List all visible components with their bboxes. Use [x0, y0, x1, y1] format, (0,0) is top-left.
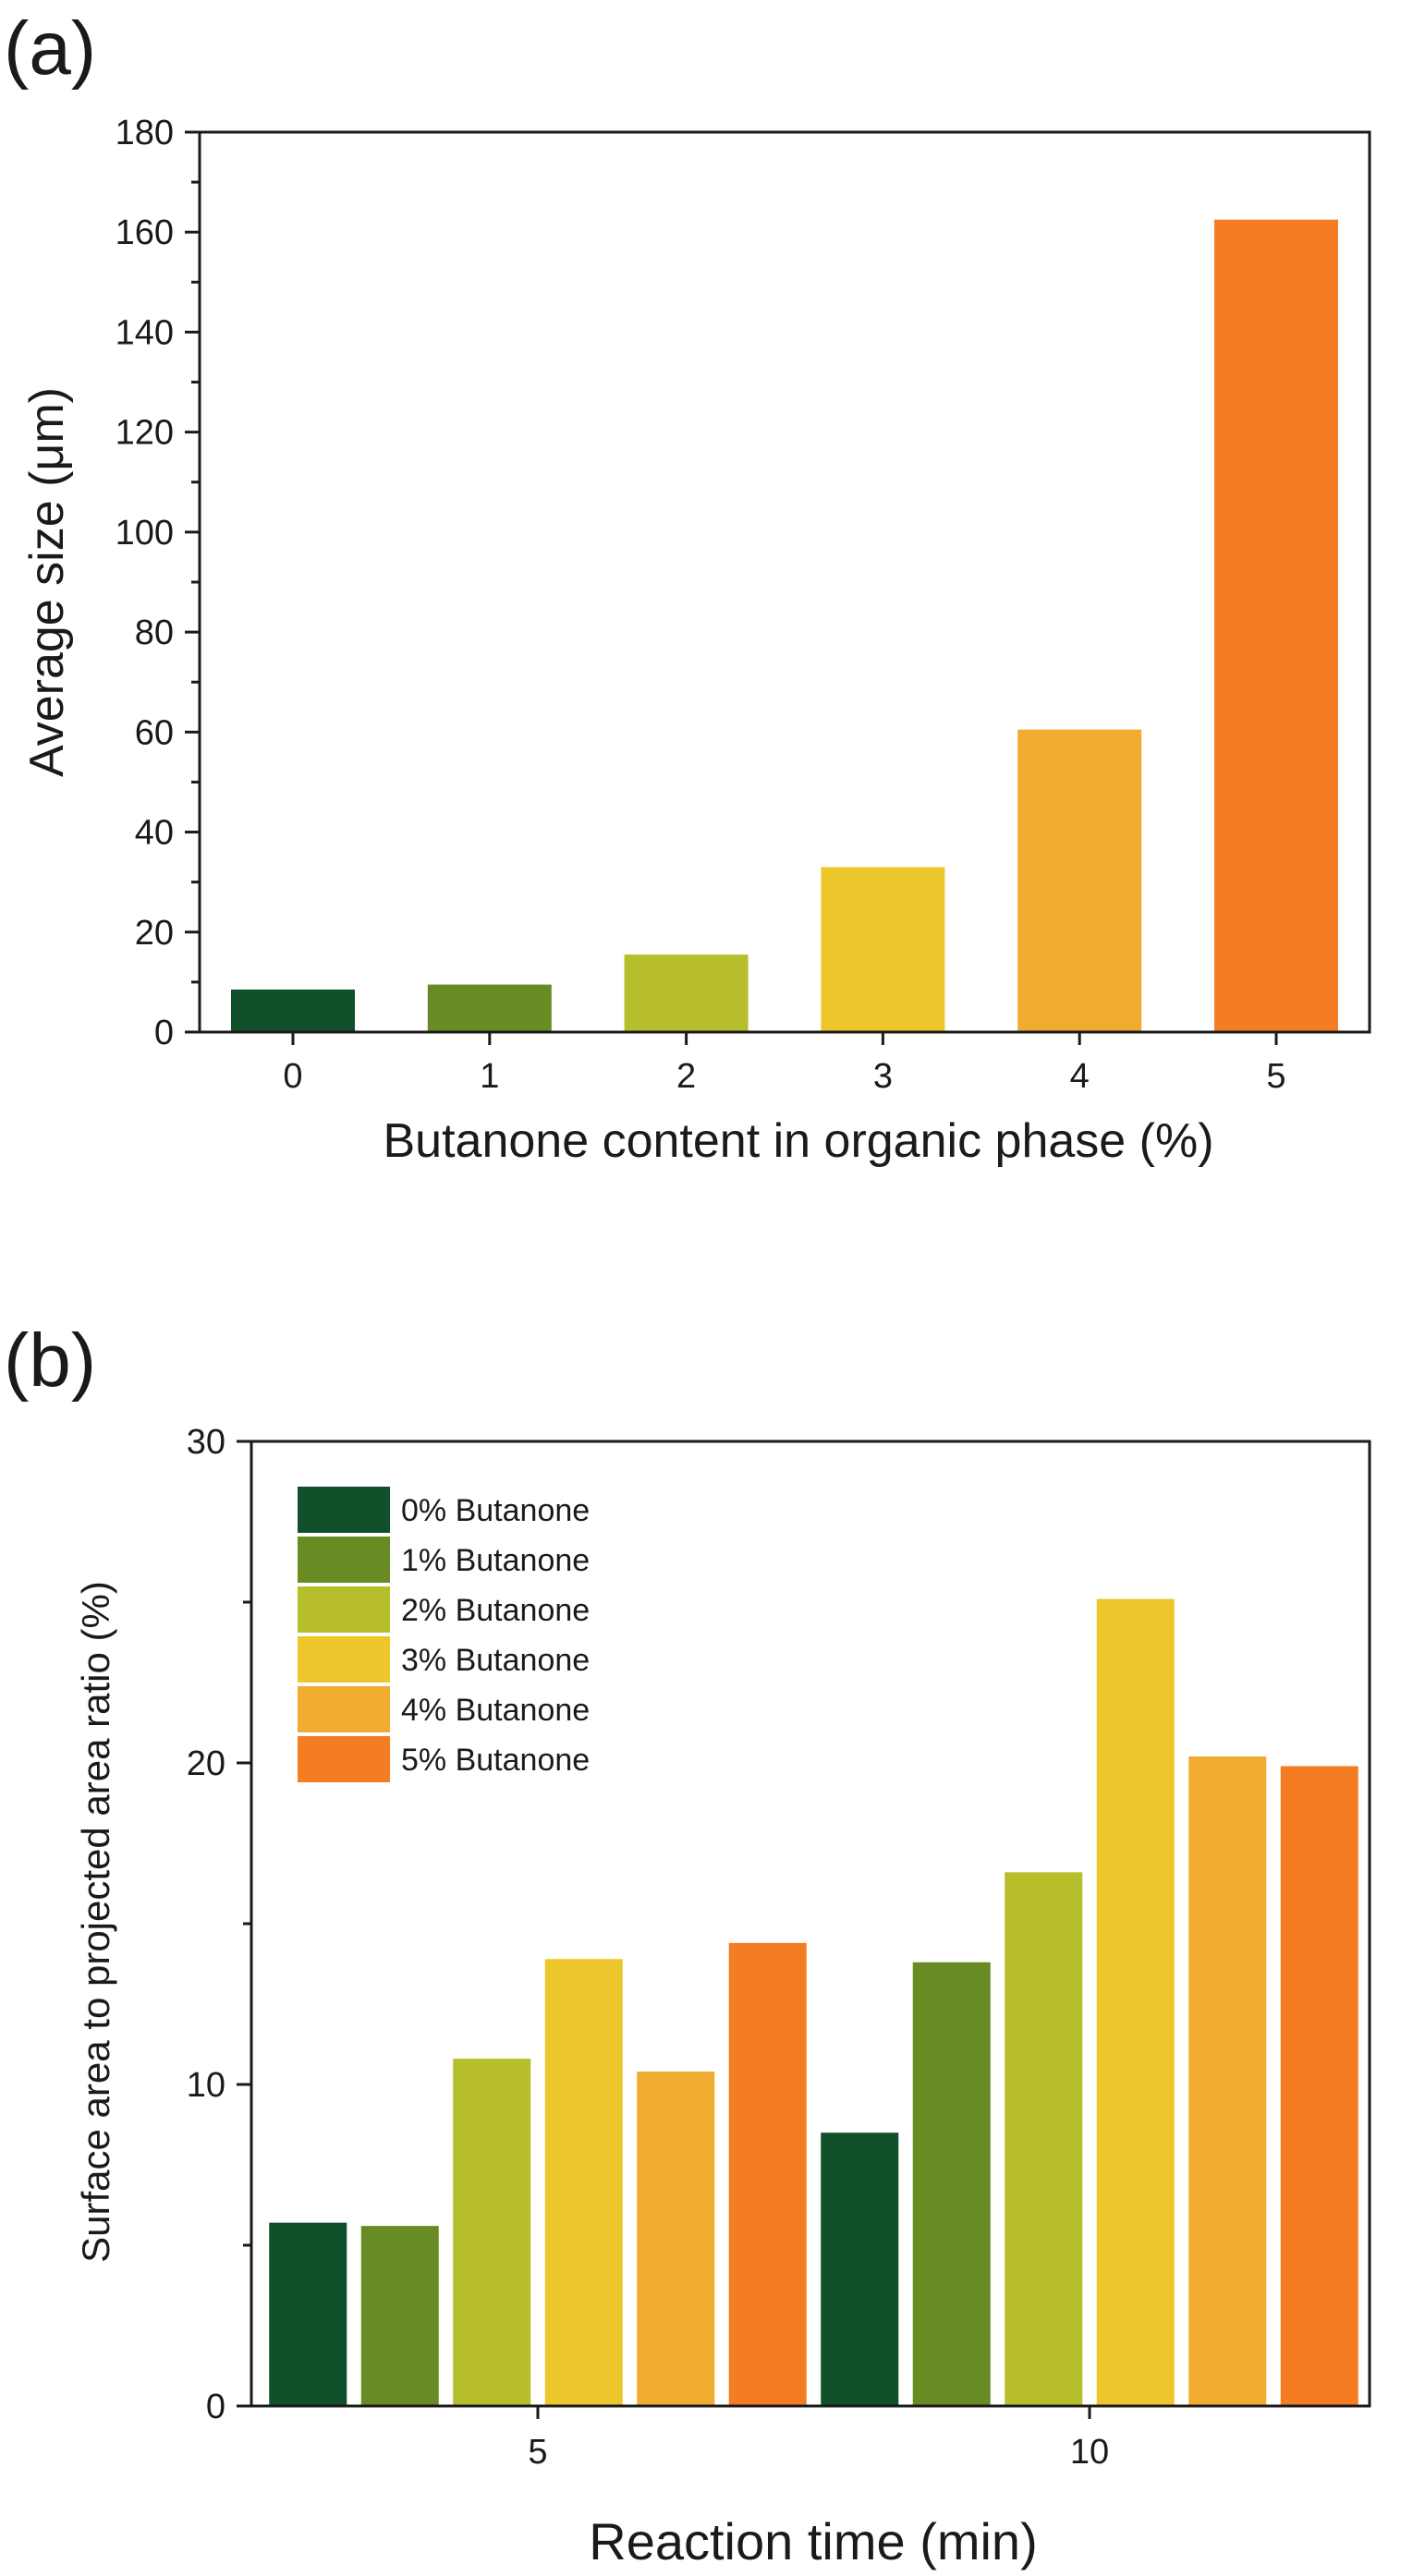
panel-b-legend: 0% Butanone 1% Butanone 2% Butanone 3% Buta… — [298, 1487, 590, 1782]
panel-a-chart: (a) 0 20 40 60 80 100 120 140 160 180 0 1 2 3 4 5 Aver… — [4, 6, 1371, 1168]
legend-label-0: 0% Butanone — [401, 1493, 590, 1528]
bar-b-5-2 — [453, 2059, 531, 2406]
legend-swatch-5 — [298, 1736, 390, 1782]
y-tick-label-a-180: 180 — [116, 114, 174, 152]
bar-a-4 — [1017, 729, 1142, 1032]
panel-a-bars — [231, 219, 1338, 1032]
bar-b-5-0 — [269, 2222, 347, 2406]
panel-b-x-ticks: 5 10 — [528, 2406, 1109, 2472]
y-tick-label-a-100: 100 — [116, 514, 174, 553]
y-tick-label-a-140: 140 — [116, 313, 174, 352]
y-tick-label-a-160: 160 — [116, 213, 174, 252]
panel-b-y-ticks: 0 10 20 30 — [187, 1423, 251, 2426]
panel-a-x-ticks: 0 1 2 3 4 5 — [283, 1032, 1286, 1096]
y-tick-label-b-10: 10 — [187, 2066, 225, 2105]
x-tick-label-a-3: 3 — [873, 1057, 893, 1096]
x-tick-label-a-0: 0 — [283, 1057, 302, 1096]
x-tick-label-a-4: 4 — [1070, 1057, 1090, 1096]
panel-a-y-axis-title: Average size (μm) — [20, 387, 74, 777]
bar-b-10-3 — [1096, 1598, 1175, 2406]
panel-b-label: (b) — [4, 1318, 96, 1403]
bar-b-10-4 — [1188, 1756, 1267, 2406]
y-tick-label-a-40: 40 — [135, 814, 174, 853]
legend-swatch-0 — [298, 1487, 390, 1533]
panel-a-y-ticks: 0 20 40 60 80 100 120 140 160 180 — [116, 114, 200, 1052]
legend-label-1: 1% Butanone — [401, 1543, 590, 1578]
y-tick-label-b-0: 0 — [206, 2388, 225, 2426]
x-tick-label-a-2: 2 — [676, 1057, 696, 1096]
panel-b-x-axis-title: Reaction time (min) — [589, 2512, 1037, 2570]
legend-swatch-2 — [298, 1586, 390, 1633]
x-tick-label-b-5: 5 — [528, 2433, 547, 2472]
y-tick-label-a-80: 80 — [135, 614, 174, 652]
bar-a-0 — [231, 990, 355, 1032]
y-tick-label-b-20: 20 — [187, 1744, 225, 1783]
legend-label-4: 4% Butanone — [401, 1693, 590, 1728]
bar-b-5-1 — [360, 2226, 439, 2406]
bar-b-5-3 — [544, 1959, 623, 2406]
x-tick-label-a-5: 5 — [1266, 1057, 1285, 1096]
y-tick-label-a-120: 120 — [116, 414, 174, 453]
y-tick-label-a-0: 0 — [154, 1014, 174, 1052]
panel-b-bars — [269, 1598, 1358, 2406]
legend-swatch-1 — [298, 1537, 390, 1583]
panel-b-chart: (b) 0 10 20 30 5 10 0% Butanone 1% Butanone 2%… — [4, 1318, 1371, 2570]
panel-a-plot-frame — [198, 130, 1371, 1034]
y-tick-label-a-60: 60 — [135, 713, 174, 752]
legend-swatch-4 — [298, 1686, 390, 1732]
bar-b-10-1 — [912, 1962, 991, 2406]
legend-swatch-3 — [298, 1636, 390, 1683]
legend-label-5: 5% Butanone — [401, 1743, 590, 1778]
legend-label-3: 3% Butanone — [401, 1643, 590, 1678]
y-tick-label-a-20: 20 — [135, 914, 174, 953]
x-tick-label-b-10: 10 — [1070, 2433, 1109, 2472]
bar-a-2 — [624, 954, 749, 1032]
bar-b-10-2 — [1005, 1872, 1083, 2406]
bar-a-3 — [821, 867, 945, 1032]
y-tick-label-b-30: 30 — [187, 1423, 225, 1462]
bar-b-10-5 — [1280, 1766, 1358, 2406]
bar-a-1 — [427, 984, 552, 1032]
panel-a-label: (a) — [4, 6, 96, 91]
panel-b-y-axis-title: Surface area to projected area ratio (%) — [74, 1581, 117, 2263]
bar-b-5-4 — [637, 2072, 715, 2406]
x-tick-label-a-1: 1 — [480, 1057, 499, 1096]
bar-b-10-0 — [821, 2132, 899, 2406]
bar-a-5 — [1214, 219, 1338, 1032]
legend-label-2: 2% Butanone — [401, 1593, 590, 1628]
panel-a-x-axis-title: Butanone content in organic phase (%) — [383, 1114, 1213, 1168]
bar-b-5-5 — [728, 1942, 807, 2406]
